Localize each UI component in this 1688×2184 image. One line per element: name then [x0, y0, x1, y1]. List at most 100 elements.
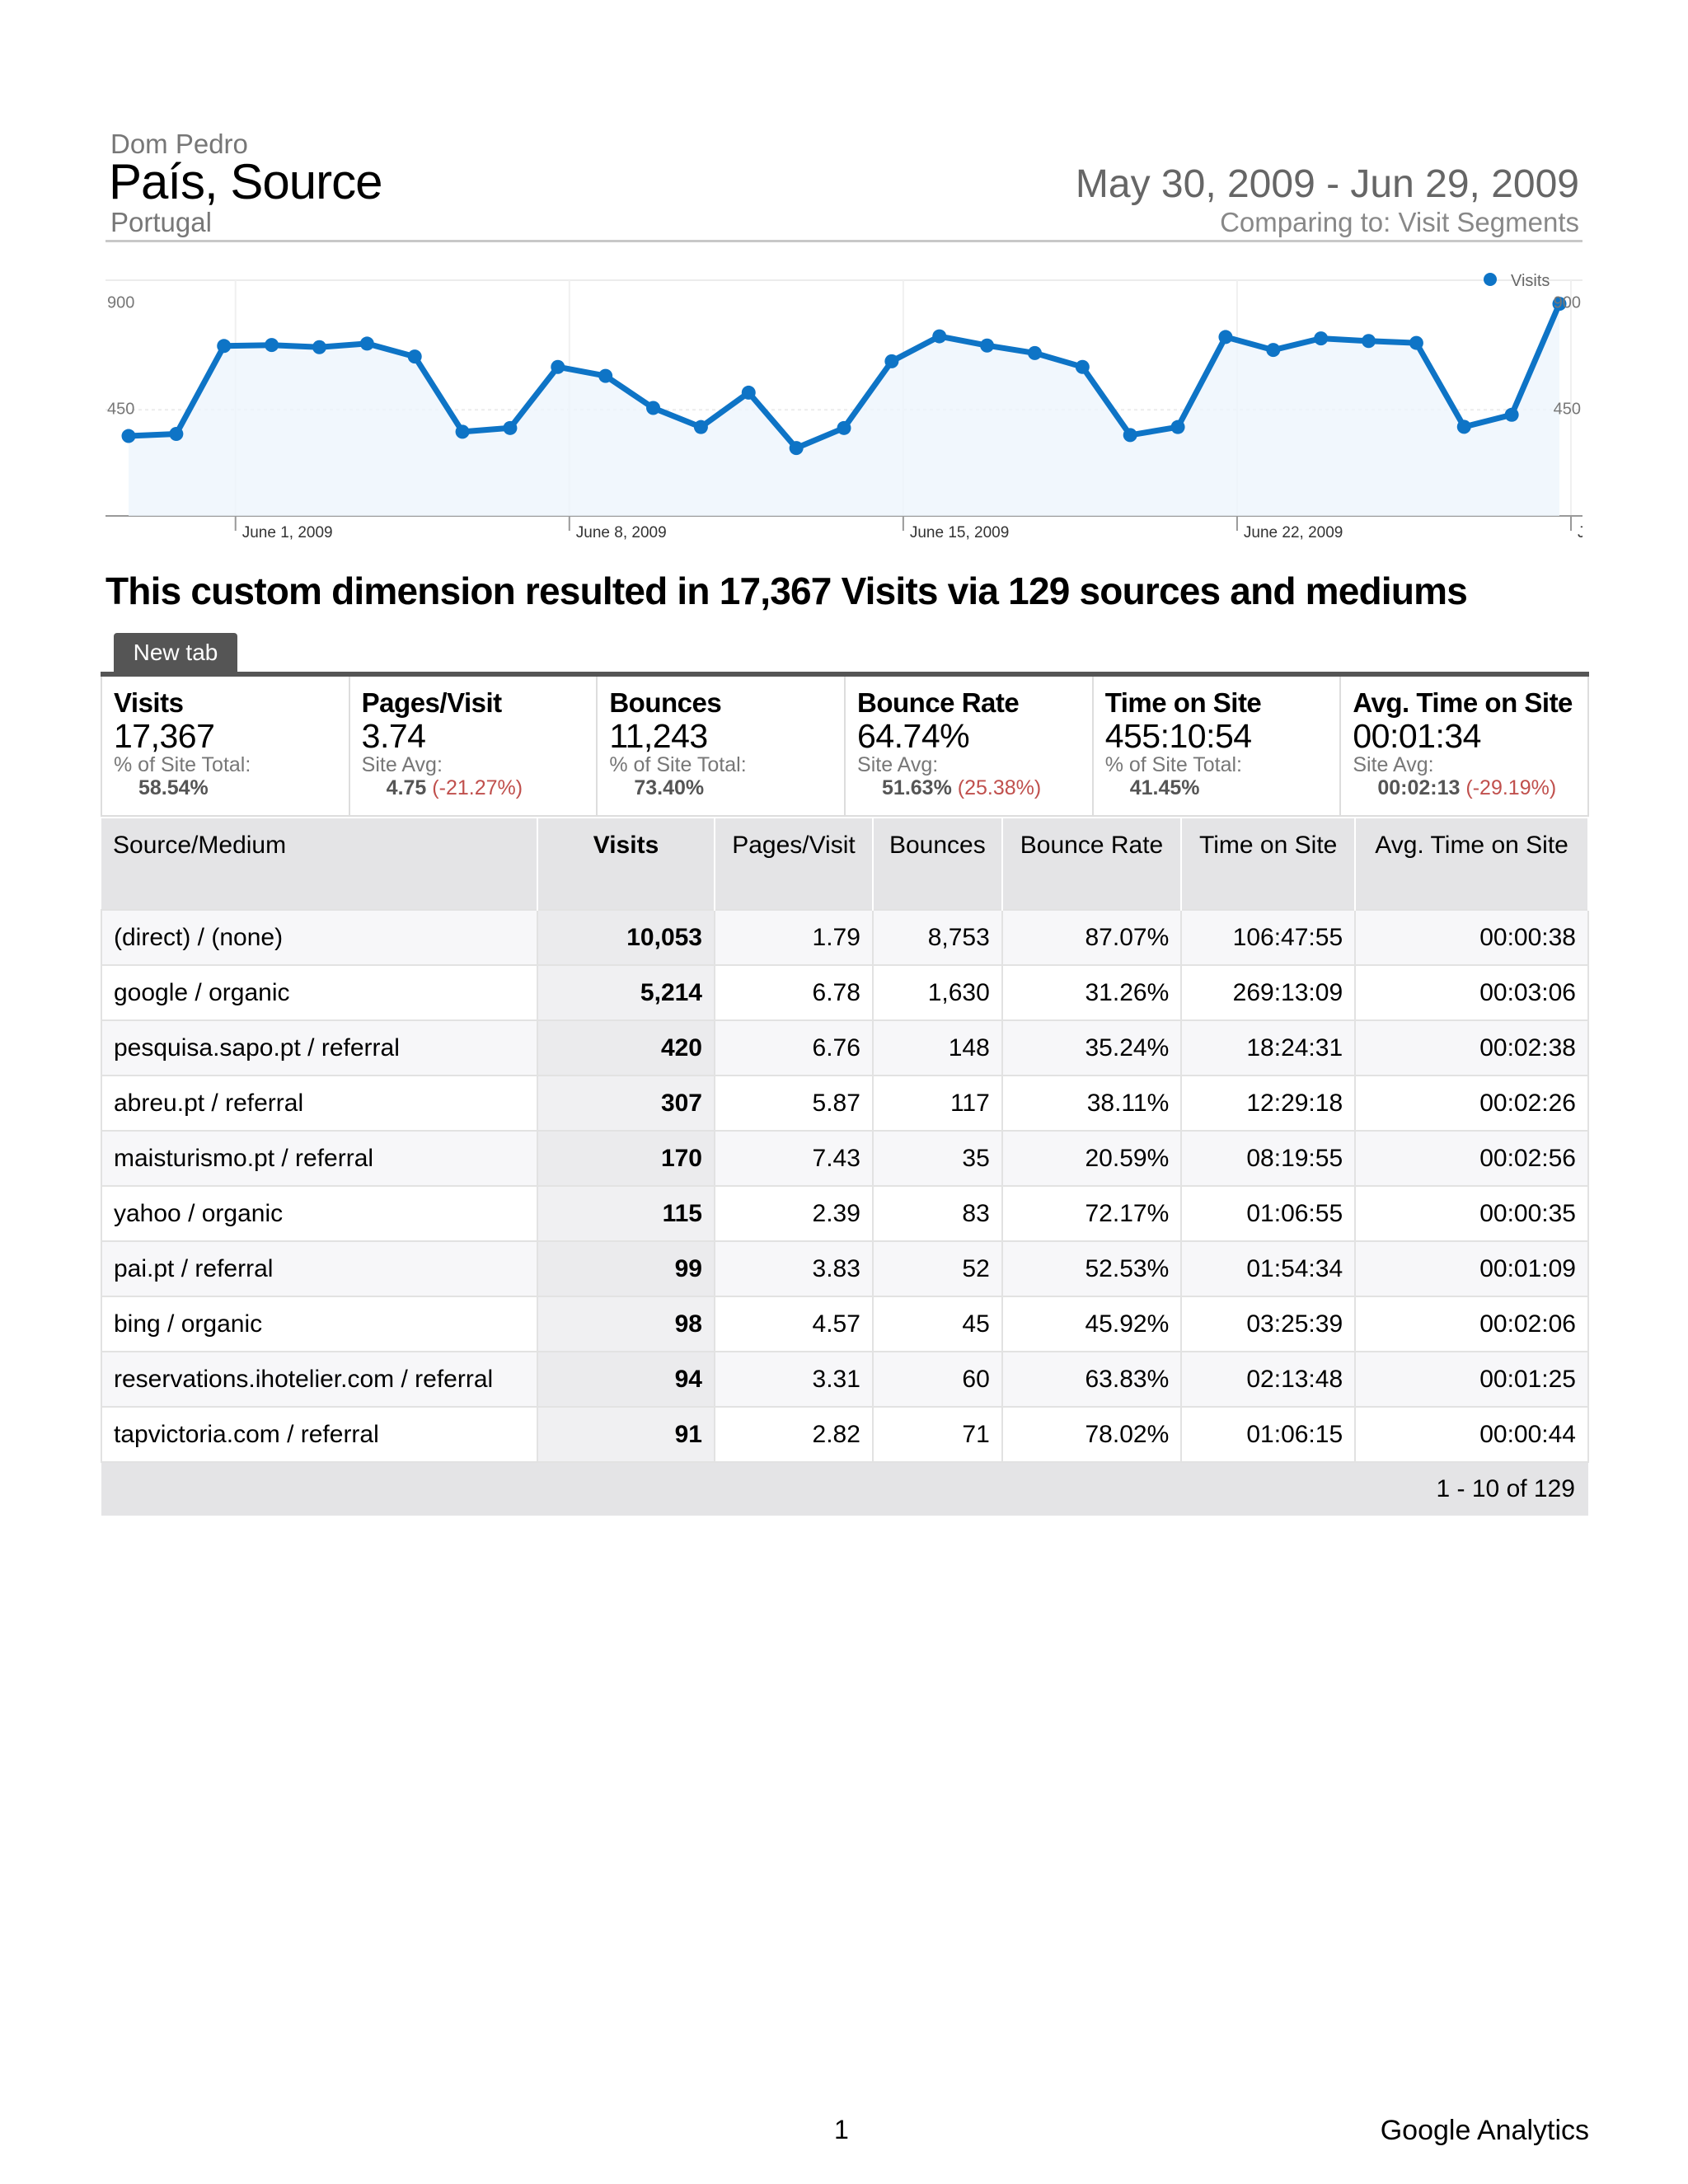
data-point: [884, 354, 899, 368]
source-medium-table: Source/Medium Visits Pages/Visit Bounces…: [101, 818, 1589, 1516]
scorecard-subvalue-number: 41.45%: [1129, 776, 1200, 799]
scorecard-avg-time-on-site[interactable]: Avg. Time on Site 00:01:34 Site Avg: 00:…: [1341, 677, 1590, 815]
cell-bounce-rate: 35.24%: [1001, 1019, 1183, 1076]
table-row: tapvictoria.com / referral 91 2.82 71 78.02%…: [101, 1406, 1589, 1463]
cell-visits: 307: [537, 1075, 715, 1132]
column-header-bounce-rate[interactable]: Bounce Rate: [1001, 818, 1183, 910]
column-header-bounces[interactable]: Bounces: [872, 818, 1003, 910]
scorecard-label: Bounces: [609, 687, 722, 718]
cell-bounce-rate: 31.26%: [1001, 964, 1183, 1021]
column-header-time-on-site[interactable]: Time on Site: [1181, 818, 1357, 910]
table-row: pai.pt / referral 99 3.83 52 52.53% 01:54:34 0…: [101, 1240, 1589, 1297]
table-row: yahoo / organic 115 2.39 83 72.17% 01:06:55 00…: [101, 1185, 1589, 1242]
cell-pages-visit: 3.83: [714, 1240, 874, 1297]
tab-divider: [101, 672, 1589, 677]
new-tab[interactable]: New tab: [114, 633, 237, 673]
cell-avg-time-on-site: 00:00:44: [1354, 1406, 1589, 1463]
cell-visits: 98: [537, 1296, 715, 1352]
cell-source-medium[interactable]: (direct) / (none): [101, 909, 538, 966]
cell-visits: 10,053: [537, 909, 715, 966]
cell-avg-time-on-site: 00:03:06: [1354, 964, 1589, 1021]
scorecard-subvalue: 00:02:13 (-29.19%): [1353, 776, 1587, 800]
cell-source-medium[interactable]: pesquisa.sapo.pt / referral: [101, 1019, 538, 1076]
cell-source-medium[interactable]: yahoo / organic: [101, 1185, 538, 1242]
data-point: [1170, 419, 1185, 434]
brand-name: Google Analytics: [1380, 2115, 1589, 2146]
column-header-source-medium[interactable]: Source/Medium: [101, 818, 538, 910]
cell-bounces: 148: [871, 1019, 1003, 1076]
data-point: [1027, 345, 1042, 360]
cell-source-medium[interactable]: tapvictoria.com / referral: [101, 1406, 538, 1463]
y-tick-label-left: 900: [107, 294, 134, 312]
cell-avg-time-on-site: 00:02:56: [1354, 1130, 1589, 1187]
visits-line-chart: 900 900 450 450 June 1, 2009 June 8, 2009 Jun…: [106, 272, 1582, 541]
data-point: [646, 401, 661, 415]
scorecard-sub: Site Avg:: [361, 753, 443, 776]
scorecard-subvalue-number: 73.40%: [634, 776, 705, 799]
cell-bounce-rate: 45.92%: [1001, 1296, 1183, 1352]
cell-bounces: 60: [871, 1351, 1003, 1408]
scorecard-change: (-29.19%): [1465, 776, 1557, 799]
cell-bounces: 83: [871, 1185, 1003, 1242]
cell-time-on-site: 269:13:09: [1180, 964, 1357, 1021]
cell-source-medium[interactable]: pai.pt / referral: [101, 1240, 538, 1297]
data-point: [551, 359, 565, 374]
x-tick-label: June 1, 2009: [242, 524, 333, 541]
data-point: [1266, 343, 1281, 358]
scorecard-sub: Site Avg:: [1353, 753, 1434, 776]
cell-time-on-site: 02:13:48: [1180, 1351, 1357, 1408]
scorecard-pages-visit[interactable]: Pages/Visit 3.74 Site Avg: 4.75 (-21.27%…: [350, 677, 598, 815]
cell-source-medium[interactable]: google / organic: [101, 964, 538, 1021]
cell-visits: 99: [537, 1240, 715, 1297]
scorecard-subvalue: 4.75 (-21.27%): [362, 776, 597, 800]
data-point: [312, 340, 326, 354]
cell-visits: 115: [537, 1185, 715, 1242]
y-tick-label-right: 900: [1554, 294, 1581, 312]
scorecard-bounce-rate[interactable]: Bounce Rate 64.74% Site Avg: 51.63% (25.…: [846, 677, 1094, 815]
scorecard-bounces[interactable]: Bounces 11,243 % of Site Total: 73.40%: [598, 677, 846, 815]
data-point: [837, 420, 851, 435]
cell-source-medium[interactable]: reservations.ihotelier.com / referral: [101, 1351, 538, 1408]
cell-source-medium[interactable]: bing / organic: [101, 1296, 538, 1352]
data-point: [741, 385, 756, 400]
scorecard-visits[interactable]: Visits 17,367 % of Site Total: 58.54%: [102, 677, 350, 815]
column-header-pages-visit[interactable]: Pages/Visit: [715, 818, 874, 910]
date-range[interactable]: May 30, 2009 - Jun 29, 2009: [1075, 162, 1579, 206]
cell-avg-time-on-site: 00:02:06: [1354, 1296, 1589, 1352]
scorecard-value: 3.74: [361, 717, 426, 755]
table-footer-row: 1 - 10 of 129: [101, 1462, 1588, 1516]
column-header-visits[interactable]: Visits: [537, 818, 715, 910]
data-point: [693, 419, 708, 434]
cell-bounces: 71: [871, 1406, 1003, 1463]
cell-time-on-site: 18:24:31: [1180, 1019, 1357, 1076]
cell-source-medium[interactable]: abreu.pt / referral: [101, 1075, 538, 1132]
cell-time-on-site: 08:19:55: [1180, 1130, 1357, 1187]
scorecard-change: (-21.27%): [432, 776, 523, 799]
column-header-avg-time-on-site[interactable]: Avg. Time on Site: [1355, 818, 1589, 910]
site-name: Dom Pedro: [110, 129, 248, 159]
table-row: maisturismo.pt / referral 170 7.43 35 20.59%…: [101, 1130, 1589, 1187]
cell-bounces: 52: [871, 1240, 1003, 1297]
cell-visits: 170: [537, 1130, 715, 1187]
cell-time-on-site: 01:06:15: [1180, 1406, 1357, 1463]
summary-heading: This custom dimension resulted in 17,367…: [106, 569, 1468, 612]
scorecard-subvalue-number: 00:02:13: [1377, 776, 1461, 799]
cell-source-medium[interactable]: maisturismo.pt / referral: [101, 1130, 538, 1187]
cell-bounce-rate: 38.11%: [1001, 1075, 1183, 1132]
data-point: [1314, 331, 1329, 346]
scorecard-subvalue: 73.40%: [609, 776, 844, 800]
cell-avg-time-on-site: 00:02:26: [1354, 1075, 1589, 1132]
data-point: [1218, 330, 1233, 344]
scorecard-label: Visits: [114, 687, 184, 718]
data-point: [1409, 335, 1423, 350]
cell-visits: 94: [537, 1351, 715, 1408]
scorecard-label: Avg. Time on Site: [1353, 687, 1573, 718]
cell-bounce-rate: 52.53%: [1001, 1240, 1183, 1297]
table-header-row: Source/Medium Visits Pages/Visit Bounces…: [101, 818, 1589, 910]
table-row: pesquisa.sapo.pt / referral 420 6.76 148 35.…: [101, 1019, 1589, 1076]
table-row: (direct) / (none) 10,053 1.79 8,753 87.07% 10…: [101, 909, 1589, 966]
scorecard-time-on-site[interactable]: Time on Site 455:10:54 % of Site Total: …: [1094, 677, 1342, 815]
scorecard-sub: % of Site Total:: [114, 753, 251, 776]
pagination-label: 1 - 10 of 129: [101, 1462, 1588, 1516]
cell-bounces: 117: [871, 1075, 1003, 1132]
